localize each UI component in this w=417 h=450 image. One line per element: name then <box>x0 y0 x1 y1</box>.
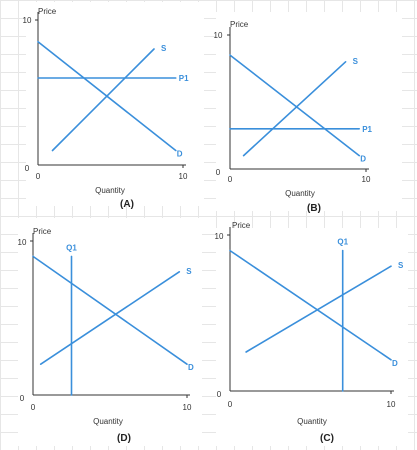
panel-label: (D) <box>117 433 131 444</box>
panel-d: 10 00 10 Price Quantity (D) S D Q1 <box>18 218 202 446</box>
y-axis-label: Price <box>230 20 249 29</box>
x-tick-label: 10 <box>387 400 396 409</box>
series-s-label: S <box>353 57 359 66</box>
panel-background <box>26 2 204 206</box>
series-p1-label: P1 <box>179 74 189 83</box>
x-tick-label: 10 <box>183 403 192 412</box>
series-q1-label: Q1 <box>337 238 348 247</box>
panel-background <box>216 12 402 211</box>
series-d-line <box>229 249 392 361</box>
y-tick-label: 10 <box>23 16 32 25</box>
panel-b: 10 00 10 Price Quantity (B) S D P1 <box>214 12 402 214</box>
y-tick-label: 10 <box>215 232 224 241</box>
series-s-line <box>51 48 155 152</box>
x-tick-label: 10 <box>362 175 371 184</box>
x-axis-label: Quantity <box>297 417 327 426</box>
y-axis-label: Price <box>38 7 57 16</box>
x-tick-label: 0 <box>36 172 41 181</box>
y-tick-label: 0 <box>217 390 222 399</box>
x-tick-label: 0 <box>228 400 233 409</box>
x-tick-label: 0 <box>31 403 36 412</box>
series-p1-label: P1 <box>362 125 372 134</box>
series-s-label: S <box>161 44 167 53</box>
series-s-label: S <box>186 267 192 276</box>
series-s-line <box>39 270 181 366</box>
y-axis-label: Price <box>232 221 251 230</box>
y-tick-label: 0 <box>20 394 25 403</box>
series-q1-label: Q1 <box>66 243 77 252</box>
series-s-label: S <box>398 261 404 270</box>
panel-a: 10 00 10 Price Quantity (A) S D P1 <box>23 2 204 210</box>
series-d-label: D <box>188 363 194 372</box>
y-tick-label: 0 <box>25 164 30 173</box>
panel-background <box>216 228 408 446</box>
series-s-line <box>242 60 347 157</box>
panel-label: (B) <box>307 203 321 214</box>
panel-label: (A) <box>120 199 134 210</box>
series-d-label: D <box>392 359 398 368</box>
x-axis-label: Quantity <box>285 189 315 198</box>
y-tick-label: 0 <box>216 168 221 177</box>
x-axis-label: Quantity <box>93 417 123 426</box>
panel-c: 10 00 10 Price Quantity (C) S D Q1 <box>215 221 408 446</box>
x-tick-label: 0 <box>228 175 233 184</box>
x-axis-label: Quantity <box>95 186 125 195</box>
panel-background <box>18 218 202 446</box>
series-d-label: D <box>177 150 183 159</box>
series-d-line <box>37 40 177 152</box>
y-axis-label: Price <box>33 227 52 236</box>
panel-label: (C) <box>320 433 334 444</box>
series-d-label: D <box>360 155 366 164</box>
y-tick-label: 10 <box>18 238 27 247</box>
y-tick-label: 10 <box>214 31 223 40</box>
x-tick-label: 10 <box>179 172 188 181</box>
series-d-line <box>32 255 188 366</box>
series-d-line <box>229 54 361 157</box>
series-s-line <box>245 265 392 353</box>
